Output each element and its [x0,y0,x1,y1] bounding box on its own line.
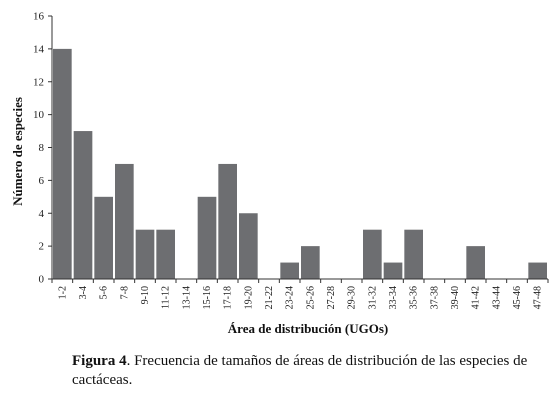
bar-5-6 [94,196,113,279]
x-tick-label: 23-24 [285,286,296,309]
x-tick-label: 37-38 [429,286,440,309]
x-tick-label: 11-12 [161,286,172,309]
bar-chart: 0 2 4 6 8 10 12 14 16 1-2 3-4 5-6 7-8 9-10 11-12 13-14 1… [10,11,549,336]
y-tick-label: 6 [39,175,45,187]
x-tick-label: 31-32 [367,286,378,309]
y-tick-label: 16 [33,11,45,23]
bar-19-20 [239,213,258,279]
y-tick-label: 2 [39,241,45,253]
bar-15-16 [197,196,217,279]
y-tick-label: 10 [33,109,45,121]
x-tick-label: 7-8 [119,286,130,299]
x-tick-label: 19-20 [243,286,254,309]
x-tick-label: 43-44 [491,286,502,309]
bar-7-8 [115,163,134,279]
caption-text: . Frecuencia de tamaños de áreas de dist… [72,353,528,388]
x-axis-title: Área de distribución (UGOs) [228,321,388,336]
y-tick-label: 12 [33,76,44,88]
bar-17-18 [218,163,237,279]
bar-35-36 [404,229,423,279]
x-tick-label: 35-36 [409,286,420,309]
x-tick-label: 1-2 [57,286,68,299]
bar-31-32 [363,229,382,279]
y-tick-label: 8 [39,142,45,154]
bar-25-26 [301,246,320,280]
x-tick-label: 9-10 [140,286,151,304]
x-tick-label: 13-14 [181,286,192,309]
bar-47-48 [528,262,547,279]
x-tick-label: 33-34 [388,286,399,309]
x-tick-label: 21-22 [264,286,275,309]
x-tick-label: 45-46 [512,286,523,309]
bar-3-4 [73,131,93,279]
x-tick-label: 3-4 [78,286,89,299]
x-tick-label: 39-40 [450,286,461,309]
bar-1-2 [53,48,72,280]
bar-41-42 [466,246,485,280]
bar-33-34 [383,262,403,279]
y-axis-title: Número de especies [10,97,25,206]
caption-label: Figura 4 [72,353,127,369]
figure-caption: Figura 4. Frecuencia de tamaños de áreas… [72,352,542,390]
x-tick-label: 47-48 [533,286,544,309]
x-tick-label: 41-42 [471,286,482,309]
x-tick-label: 27-28 [326,286,337,309]
y-tick-label: 14 [33,43,45,55]
bar-23-24 [280,262,299,279]
bar-11-12 [156,229,175,279]
x-tick-label: 17-18 [223,286,234,309]
x-tick-label: 5-6 [99,286,110,299]
x-tick-label: 25-26 [305,286,316,309]
x-tick-label: 29-30 [347,286,358,309]
y-tick-label: 0 [39,274,45,286]
y-tick-label: 4 [39,208,45,220]
x-tick-label: 15-16 [202,286,213,309]
bar-9-10 [135,229,155,279]
